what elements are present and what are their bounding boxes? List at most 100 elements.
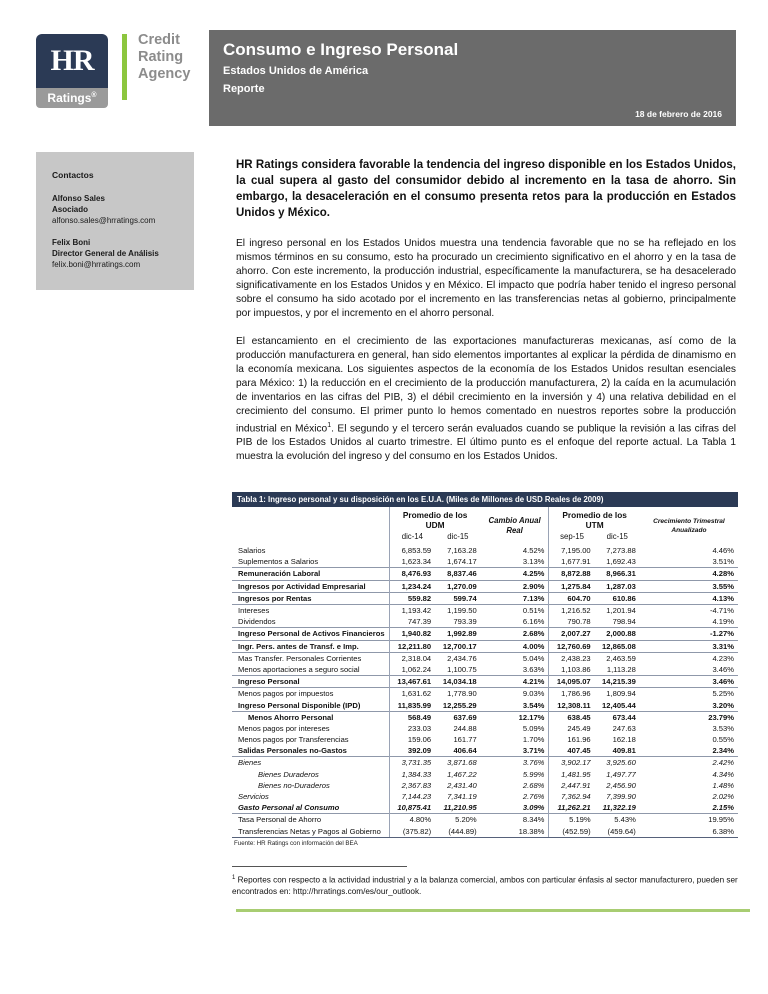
table-cell-value: 638.45 bbox=[548, 710, 595, 723]
contacts-heading: Contactos bbox=[52, 170, 94, 180]
table-row: Bienes no-Duraderos 2,367.83 2,431.40 2.68%… bbox=[232, 779, 738, 791]
contacts-panel: Contactos Alfonso Sales Asociado alfonso… bbox=[36, 152, 194, 290]
contact-entry: Felix Boni Director General de Análisis … bbox=[52, 237, 194, 270]
table-cell-value: 3,925.60 bbox=[594, 756, 640, 769]
table-cell-value: 1,786.96 bbox=[548, 687, 595, 700]
table-cell-value: 3,871.68 bbox=[435, 756, 481, 769]
table-cell-value: 4.13% bbox=[639, 591, 738, 605]
table-cell-value: 8.34% bbox=[480, 813, 549, 826]
table-row: Bienes Duraderos 1,384.33 1,467.22 5.99% 1,4… bbox=[232, 768, 738, 780]
page-subtitle-country: Estados Unidos de América bbox=[223, 65, 369, 77]
table-cell-value: 1,287.03 bbox=[594, 579, 640, 593]
table-cell-value: 5.09% bbox=[522, 723, 545, 733]
table-cell-value: 11,322.19 bbox=[602, 803, 636, 813]
table-row: Ingreso Personal de Activos Financieros 1… bbox=[232, 627, 738, 640]
table-row: Suplementos a Salarios 1,623.34 1,674.17 3.… bbox=[232, 556, 738, 568]
table-row: Ingresos por Rentas 559.82 599.74 7.13% 604.… bbox=[232, 591, 738, 605]
table-cell-value: 7,144.23 bbox=[388, 790, 436, 803]
table-cell-value: 6.38% bbox=[639, 825, 738, 838]
table-row: Ingreso Personal Disponible (IPD) 11,835.… bbox=[232, 699, 738, 712]
table-cell-value: 3.46% bbox=[712, 664, 734, 674]
table-row-label: Ingresos por Actividad Empresarial bbox=[232, 579, 390, 593]
table-cell-value: 3,731.35 bbox=[388, 756, 436, 769]
contact-entry: Alfonso Sales Asociado alfonso.sales@hrr… bbox=[52, 193, 194, 226]
article-body: HR Ratings considera favorable la tenden… bbox=[236, 157, 736, 478]
body-paragraph-2: El estancamiento en el crecimiento de la… bbox=[236, 335, 736, 464]
table-row-label: Remuneración Laboral bbox=[232, 567, 390, 581]
table-cell-value: 1,199.50 bbox=[435, 603, 481, 617]
table-cell-value: 12,255.29 bbox=[442, 700, 477, 710]
footnote-text: 1 Reportes con respecto a la actividad i… bbox=[232, 873, 738, 897]
table-cell-value: 12,760.69 bbox=[548, 639, 595, 653]
header-group-udm: Promedio de los UDM bbox=[388, 507, 481, 531]
table-cell-value: 2.68% bbox=[480, 627, 549, 640]
table-cell-value: 161.77 bbox=[453, 735, 477, 745]
page-header: HR Ratings® Credit Rating Agency Consumo… bbox=[36, 30, 736, 126]
table-row-label: Ingresos por Rentas bbox=[232, 591, 390, 605]
table-cell-value: 2.02% bbox=[712, 792, 734, 802]
table-cell-value: 7,195.00 bbox=[548, 545, 595, 557]
table-cell-value: 1,677.91 bbox=[548, 556, 595, 568]
table-cell-value: 2.42% bbox=[639, 756, 738, 769]
page-bottom-accent-bar bbox=[236, 909, 750, 912]
table-cell-value: 12,865.08 bbox=[594, 639, 640, 653]
table-row-label: Intereses bbox=[232, 603, 390, 617]
contact-email[interactable]: alfonso.sales@hrratings.com bbox=[52, 216, 156, 225]
contact-name: Felix Boni bbox=[52, 238, 91, 247]
table-row: Transferencias Netas y Pagos al Gobierno… bbox=[232, 825, 738, 838]
table-cell-value: (459.64) bbox=[594, 825, 640, 838]
table-cell-value: 610.86 bbox=[594, 591, 640, 605]
tagline-line-agency: Agency bbox=[138, 66, 191, 82]
footnote-number: 1 bbox=[232, 875, 236, 881]
table-cell-value: 3.20% bbox=[712, 700, 734, 710]
table-cell-value: 1,692.43 bbox=[606, 557, 636, 567]
table-cell-value: 4.46% bbox=[712, 546, 734, 556]
table-cell-value: 1,940.82 bbox=[388, 627, 436, 640]
table-cell-value: 1,201.94 bbox=[594, 603, 640, 617]
table-cell-value: 392.09 bbox=[388, 745, 436, 757]
table-cell-value: 2.76% bbox=[522, 792, 545, 802]
table-cell-value: 2,438.23 bbox=[548, 651, 595, 664]
table-cell-value: 2.15% bbox=[712, 803, 734, 813]
table-cell-value: 1,481.95 bbox=[548, 768, 595, 780]
page-subtitle-doctype: Reporte bbox=[223, 83, 265, 95]
table-cell-value: 4.28% bbox=[639, 567, 738, 581]
table-cell-value: 5.43% bbox=[594, 813, 640, 826]
table-cell-value: 7.13% bbox=[480, 591, 549, 605]
table-header-blank bbox=[232, 507, 389, 545]
table-cell-value: 4.21% bbox=[480, 675, 549, 688]
table-row-label: Menos pagos por intereses bbox=[238, 723, 330, 733]
table-cell-value: 1.48% bbox=[712, 780, 734, 790]
contact-email[interactable]: felix.boni@hrratings.com bbox=[52, 260, 141, 269]
table-row-label: Menos pagos por Transferencias bbox=[238, 735, 349, 745]
table-cell-value: 1,778.90 bbox=[435, 687, 481, 700]
table-cell-value: 1,992.89 bbox=[435, 627, 481, 640]
table-cell-value: 233.03 bbox=[388, 722, 436, 734]
title-banner: Consumo e Ingreso Personal Estados Unido… bbox=[209, 30, 736, 126]
table-row: Menos aportaciones a seguro social 1,062.… bbox=[232, 663, 738, 676]
table-cell-value: 7,163.28 bbox=[447, 546, 477, 556]
table-cell-value: 747.39 bbox=[388, 616, 436, 628]
table-cell-value: 3.55% bbox=[639, 579, 738, 593]
table-row: Servicios 7,144.23 7,341.19 2.76% 7,362.94 7,… bbox=[232, 790, 738, 803]
table-cell-value: 2,000.88 bbox=[594, 627, 640, 640]
table-cell-value: -1.27% bbox=[639, 627, 738, 640]
table-cell-value: 12,405.44 bbox=[602, 700, 636, 710]
contact-name: Alfonso Sales bbox=[52, 194, 105, 203]
table-cell-value: 4.23% bbox=[639, 651, 738, 664]
table-cell-value: 12,700.17 bbox=[435, 639, 481, 653]
table-cell-value: 0.55% bbox=[712, 735, 734, 745]
table-cell-value: 793.39 bbox=[453, 617, 477, 627]
table-cell-value: 1,674.17 bbox=[447, 557, 477, 567]
table-row-label: Tasa Personal de Ahorro bbox=[232, 813, 390, 826]
table-row: Menos Ahorro Personal 568.49 637.69 12.17% 6… bbox=[232, 710, 738, 723]
table-cell-value: 12.17% bbox=[480, 710, 549, 723]
hr-ratings-logo: HR Ratings® bbox=[36, 34, 108, 108]
table-cell-value: 2.68% bbox=[522, 780, 545, 790]
table-cell-value: 3.09% bbox=[522, 803, 545, 813]
table-cell-value: 568.49 bbox=[388, 710, 436, 723]
contact-role: Director General de Análisis bbox=[52, 249, 159, 258]
table-cell-value: 9.03% bbox=[480, 687, 549, 700]
table-row-label: Servicios bbox=[238, 792, 269, 802]
table-row-label: Dividendos bbox=[238, 617, 276, 627]
